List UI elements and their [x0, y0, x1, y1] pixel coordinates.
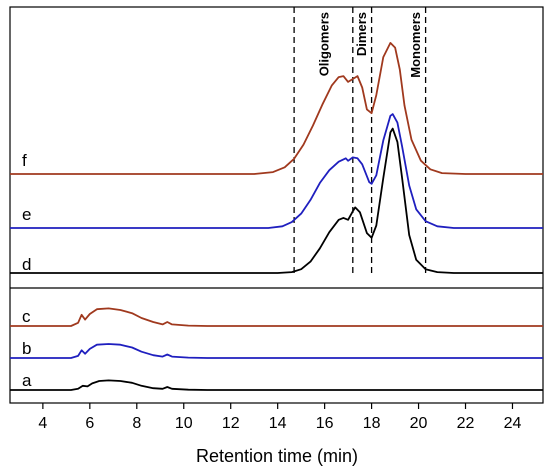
trace-e: [10, 113, 543, 229]
x-tick-label: 8: [132, 415, 141, 432]
trace-label-a: a: [22, 371, 32, 390]
region-labels: Oligomers Dimers Monomers: [317, 12, 424, 78]
region-dividers: [293, 7, 427, 274]
plot-frame: [9, 6, 544, 404]
trace-d: [10, 127, 543, 274]
x-tick-label: 10: [175, 415, 193, 432]
x-axis: 4 6 8 10 12 14 16 18 20 22 24: [38, 403, 521, 432]
x-tick-label: 24: [504, 415, 522, 432]
trace-c: [10, 307, 543, 327]
trace-f: [10, 42, 543, 175]
x-tick-label: 16: [316, 415, 334, 432]
region-label-dimers: Dimers: [354, 12, 369, 56]
x-tick-label: 20: [410, 415, 428, 432]
x-tick-label: 22: [457, 415, 475, 432]
trace-label-d: d: [22, 255, 31, 274]
x-axis-title: Retention time (min): [196, 446, 358, 466]
x-tick-label: 6: [85, 415, 94, 432]
x-tick-label: 4: [38, 415, 47, 432]
region-label-monomers: Monomers: [408, 12, 423, 78]
region-label-oligomers: Oligomers: [317, 12, 332, 76]
trace-labels: abc d e f: [22, 151, 32, 390]
trace-label-c: c: [22, 307, 31, 326]
trace-a: [10, 379, 543, 391]
trace-label-f: f: [22, 151, 27, 170]
x-tick-label: 12: [222, 415, 240, 432]
x-tick-label: 18: [363, 415, 381, 432]
trace-label-e: e: [22, 205, 31, 224]
trace-label-b: b: [22, 339, 31, 358]
trace-b: [10, 343, 543, 359]
traces: [10, 42, 543, 391]
x-tick-label: 14: [269, 415, 287, 432]
